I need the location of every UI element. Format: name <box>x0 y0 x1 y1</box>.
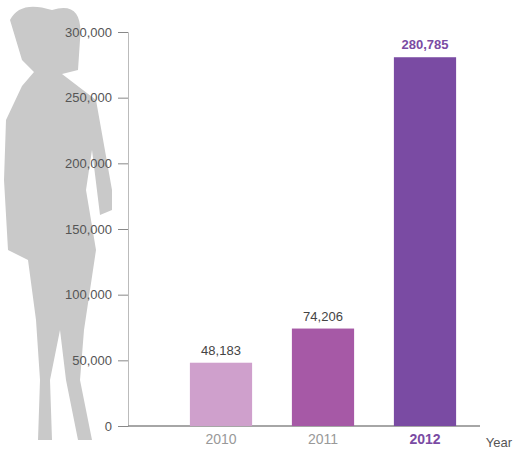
bar <box>394 57 456 426</box>
data-label: 280,785 <box>402 37 449 52</box>
data-label: 48,183 <box>201 343 241 358</box>
y-tick-mark <box>118 229 128 230</box>
x-axis: 2010 2011 2012 <box>128 426 480 447</box>
y-tick-label: 100,000 <box>65 287 112 302</box>
x-tick: 2010 <box>205 426 236 447</box>
y-tick-mark <box>118 360 128 361</box>
y-tick-label: 150,000 <box>65 222 112 237</box>
bars <box>190 57 456 426</box>
y-tick-mark <box>118 32 128 33</box>
y-axis: 0 50,000 100,000 150,000 200,000 250,000 300,0… <box>65 25 129 434</box>
chart: 0 50,000 100,000 150,000 200,000 250,000 300,0… <box>0 0 518 458</box>
y-tick-label: 50,000 <box>72 353 112 368</box>
y-tick: 100,000 <box>65 287 128 302</box>
silhouette-body <box>4 7 112 440</box>
data-label: 74,206 <box>303 309 343 324</box>
bar <box>190 363 252 426</box>
x-tick-label: 2010 <box>205 431 236 447</box>
x-axis-title: Year <box>486 435 513 450</box>
y-tick-mark <box>118 163 128 164</box>
y-tick: 150,000 <box>65 222 128 237</box>
y-tick-mark <box>118 98 128 99</box>
y-tick-mark <box>118 426 128 427</box>
y-tick-label: 250,000 <box>65 90 112 105</box>
bar <box>292 329 354 426</box>
y-tick-label: 0 <box>105 419 112 434</box>
y-tick: 200,000 <box>65 156 128 171</box>
silhouette <box>4 7 112 440</box>
x-tick: 2011 <box>308 426 338 447</box>
data-labels: 48,183 74,206 280,785 <box>201 37 448 357</box>
y-axis-line <box>118 33 129 427</box>
y-tick: 300,000 <box>65 25 128 40</box>
x-tick-label: 2011 <box>308 431 338 447</box>
y-tick: 0 <box>105 419 128 434</box>
y-tick-label: 300,000 <box>65 25 112 40</box>
x-tick: 2012 <box>409 426 440 447</box>
x-tick-label: 2012 <box>409 431 440 447</box>
y-tick: 250,000 <box>65 90 128 105</box>
y-tick-mark <box>118 295 128 296</box>
y-tick-label: 200,000 <box>65 156 112 171</box>
y-tick: 50,000 <box>72 353 128 368</box>
